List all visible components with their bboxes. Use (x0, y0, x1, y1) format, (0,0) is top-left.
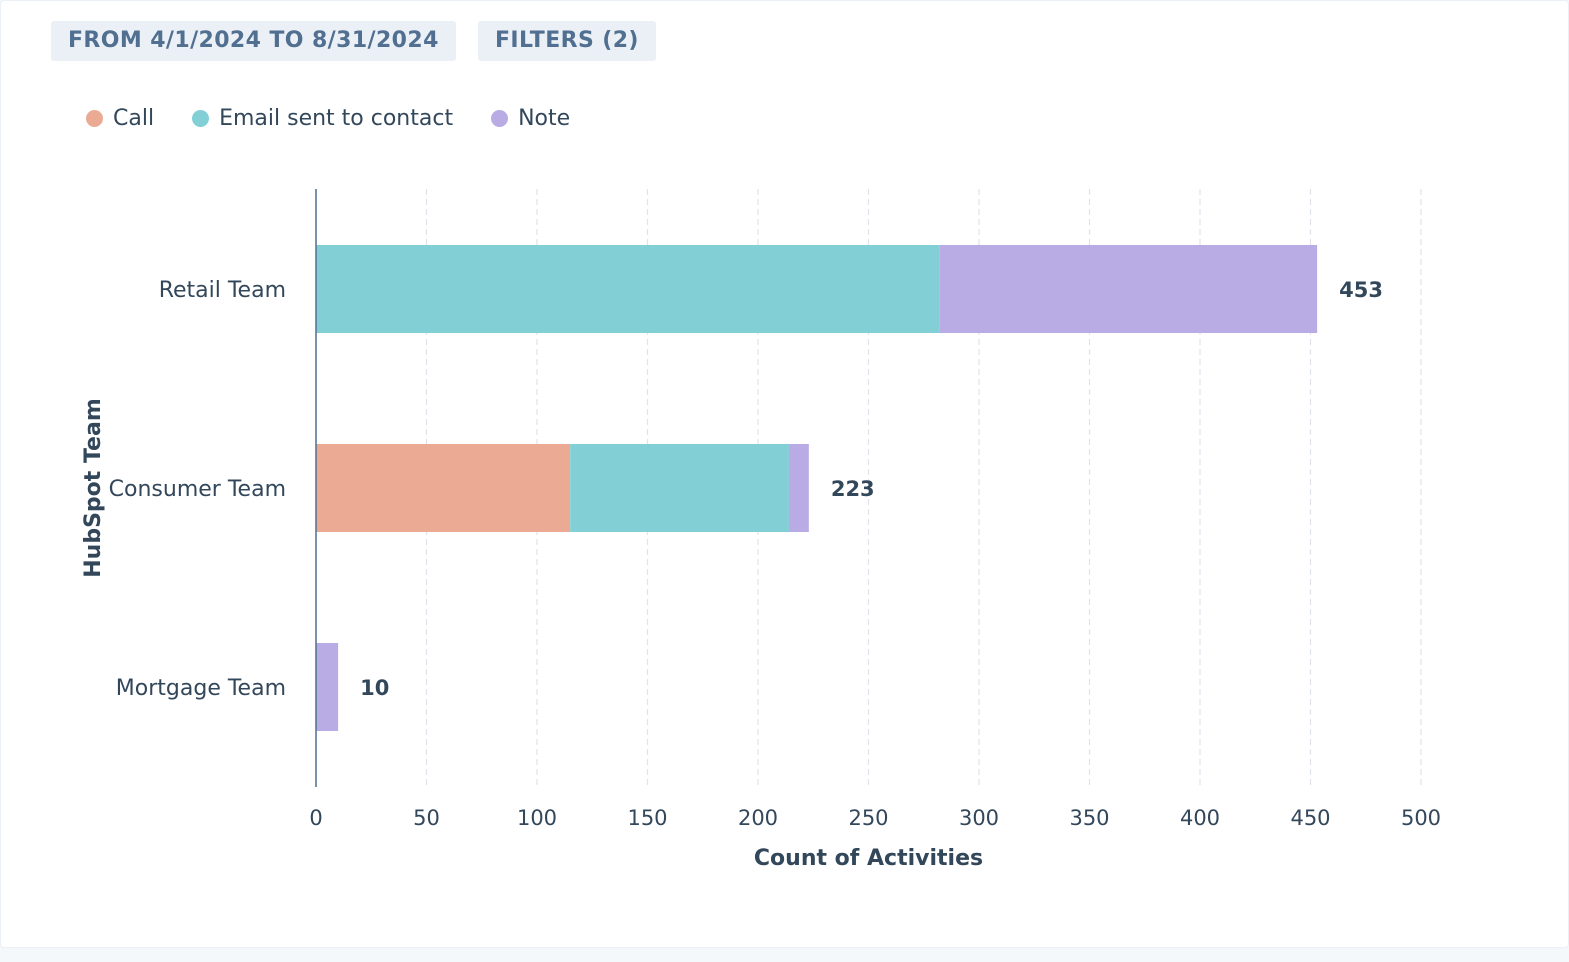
legend-dot-call (86, 109, 103, 127)
bar-total-labels: 453 223 10 (360, 278, 1383, 700)
x-tick-label: 300 (959, 806, 999, 830)
x-tick-label: 450 (1290, 806, 1330, 830)
legend-dot-email (192, 109, 210, 127)
x-tick-label: 0 (309, 806, 322, 830)
legend-dot-note (491, 109, 509, 127)
y-axis-ticks: Retail Team Consumer Team Mortgage Team (109, 278, 286, 701)
y-tick-label: Retail Team (159, 278, 286, 303)
x-tick-label: 400 (1180, 806, 1220, 830)
x-tick-label: 500 (1401, 806, 1441, 830)
x-tick-label: 100 (517, 806, 557, 830)
bar-segment-call[interactable] (316, 444, 571, 532)
bar-total-label: 223 (831, 477, 875, 501)
legend-item-note[interactable]: Note (491, 106, 570, 131)
stacked-bar-chart: 0 50 100 150 200 250 300 350 400 450 500 Retail Te… (81, 189, 1441, 871)
chart-legend: Call Email sent to contact Note (86, 101, 608, 135)
x-tick-label: 250 (848, 806, 888, 830)
bars (316, 245, 1318, 731)
bar-segment-note[interactable] (788, 444, 809, 532)
x-axis-ticks: 0 50 100 150 200 250 300 350 400 450 500 (309, 806, 1441, 830)
bar-total-label: 10 (360, 676, 389, 700)
bar-segment-email[interactable] (570, 444, 789, 532)
legend-item-call[interactable]: Call (86, 106, 154, 131)
legend-label-note: Note (518, 105, 571, 131)
filters-button[interactable]: FILTERS (2) (478, 21, 656, 61)
x-tick-label: 200 (738, 806, 778, 830)
x-tick-label: 50 (413, 806, 440, 830)
x-axis-title: Count of Activities (754, 846, 983, 871)
y-tick-label: Mortgage Team (116, 676, 286, 701)
y-axis-title: HubSpot Team (81, 398, 106, 577)
y-tick-label: Consumer Team (109, 477, 286, 502)
x-tick-label: 150 (627, 806, 667, 830)
bar-segment-note[interactable] (316, 643, 339, 731)
date-range-filter-button[interactable]: FROM 4/1/2024 TO 8/31/2024 (51, 21, 456, 61)
x-tick-label: 350 (1069, 806, 1109, 830)
legend-item-email[interactable]: Email sent to contact (192, 106, 453, 131)
bar-segment-note[interactable] (939, 245, 1318, 333)
legend-label-email: Email sent to contact (219, 105, 454, 131)
legend-label-call: Call (113, 105, 155, 131)
bar-total-label: 453 (1339, 278, 1383, 302)
bar-segment-email[interactable] (316, 245, 940, 333)
